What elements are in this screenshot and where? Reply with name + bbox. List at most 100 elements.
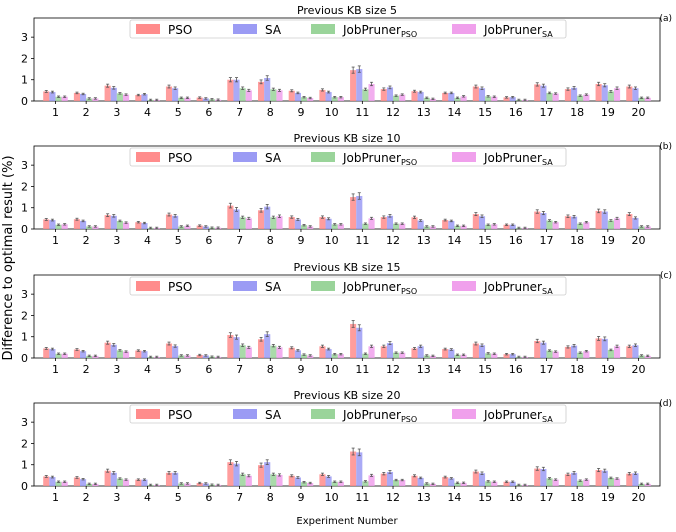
bar bbox=[638, 97, 645, 101]
legend-swatch bbox=[136, 24, 160, 34]
bar bbox=[178, 483, 185, 486]
x-tick-label: 13 bbox=[417, 234, 431, 247]
x-tick-label: 1 bbox=[52, 234, 59, 247]
x-tick-label: 15 bbox=[478, 363, 492, 376]
bar bbox=[362, 353, 369, 358]
legend-swatch bbox=[452, 24, 476, 34]
bar bbox=[337, 224, 344, 229]
x-tick-label: 12 bbox=[386, 491, 400, 504]
bar bbox=[227, 462, 234, 486]
bar bbox=[80, 220, 87, 229]
bar bbox=[546, 220, 553, 229]
panel-title: Previous KB size 20 bbox=[293, 389, 400, 402]
bar bbox=[411, 475, 418, 486]
bar bbox=[300, 97, 308, 101]
bar bbox=[61, 481, 68, 486]
x-tick-label: 4 bbox=[144, 491, 151, 504]
bar bbox=[485, 481, 492, 486]
bar bbox=[393, 95, 400, 101]
bar bbox=[478, 88, 486, 101]
x-tick-label: 15 bbox=[478, 234, 492, 247]
bar bbox=[184, 225, 191, 229]
legend-swatch bbox=[233, 409, 257, 419]
bar bbox=[644, 226, 651, 229]
bar bbox=[583, 222, 590, 229]
bar bbox=[454, 482, 461, 486]
x-tick-label: 7 bbox=[236, 363, 243, 376]
bar bbox=[331, 354, 338, 358]
bar bbox=[319, 474, 326, 486]
x-tick-label: 2 bbox=[83, 106, 90, 119]
bar bbox=[595, 470, 602, 486]
bar bbox=[571, 87, 578, 101]
bar bbox=[141, 479, 148, 486]
bar bbox=[288, 217, 295, 229]
bar bbox=[632, 217, 639, 229]
y-tick-label: 0 bbox=[21, 223, 28, 236]
bar bbox=[350, 451, 357, 486]
y-tick-label: 2 bbox=[21, 309, 28, 322]
x-tick-label: 14 bbox=[447, 106, 461, 119]
bar bbox=[104, 342, 111, 358]
x-tick-label: 12 bbox=[386, 106, 400, 119]
bar bbox=[172, 472, 179, 486]
bar bbox=[503, 97, 510, 101]
panel-label: (a) bbox=[659, 14, 672, 24]
legend-swatch bbox=[136, 281, 160, 291]
bar bbox=[196, 483, 203, 486]
bar bbox=[165, 86, 173, 101]
bar bbox=[110, 215, 117, 229]
legend-swatch bbox=[311, 24, 335, 34]
x-tick-label: 6 bbox=[205, 234, 212, 247]
panel-title: Previous KB size 10 bbox=[293, 132, 400, 145]
x-tick-label: 7 bbox=[236, 491, 243, 504]
bar bbox=[43, 348, 50, 358]
x-tick-label: 3 bbox=[113, 363, 120, 376]
bar bbox=[386, 343, 394, 358]
bar bbox=[564, 474, 572, 486]
y-tick-label: 3 bbox=[21, 416, 28, 429]
x-tick-label: 2 bbox=[83, 491, 90, 504]
x-tick-label: 11 bbox=[355, 491, 369, 504]
bar bbox=[534, 211, 541, 229]
axes-frame bbox=[33, 145, 661, 230]
bar bbox=[264, 78, 271, 101]
y-tick-label: 1 bbox=[21, 331, 28, 344]
bar bbox=[73, 219, 81, 229]
x-tick-label: 9 bbox=[297, 363, 304, 376]
bar bbox=[552, 351, 559, 358]
x-tick-label: 11 bbox=[355, 363, 369, 376]
bar bbox=[509, 97, 516, 101]
bar bbox=[258, 339, 265, 358]
bar bbox=[552, 93, 559, 101]
x-tick-label: 19 bbox=[601, 491, 615, 504]
bar bbox=[540, 85, 547, 101]
x-tick-label: 8 bbox=[267, 363, 274, 376]
bar bbox=[288, 347, 295, 358]
bar bbox=[448, 478, 455, 486]
legend-swatch bbox=[452, 409, 476, 419]
bar bbox=[276, 216, 283, 229]
bar bbox=[411, 348, 418, 358]
x-tick-label: 17 bbox=[539, 234, 553, 247]
bar bbox=[122, 479, 130, 486]
bar bbox=[552, 479, 559, 486]
x-tick-label: 11 bbox=[355, 234, 369, 247]
bar bbox=[509, 354, 516, 358]
bar bbox=[61, 224, 68, 229]
bar bbox=[110, 472, 117, 486]
bar bbox=[184, 483, 191, 486]
bar bbox=[141, 223, 148, 229]
bar bbox=[399, 94, 406, 101]
bar bbox=[239, 217, 246, 229]
bar bbox=[350, 70, 357, 101]
legend-label: PSO bbox=[168, 280, 192, 294]
bar bbox=[135, 95, 142, 101]
bar bbox=[233, 463, 240, 486]
bar bbox=[331, 97, 338, 101]
bar bbox=[632, 473, 639, 486]
x-tick-label: 17 bbox=[539, 106, 553, 119]
x-tick-label: 19 bbox=[601, 234, 615, 247]
legend-label: SA bbox=[265, 151, 282, 165]
legend-label: SA bbox=[265, 408, 282, 422]
